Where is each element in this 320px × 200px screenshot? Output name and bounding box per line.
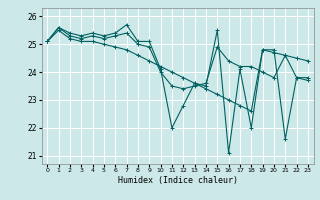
- X-axis label: Humidex (Indice chaleur): Humidex (Indice chaleur): [118, 176, 237, 185]
